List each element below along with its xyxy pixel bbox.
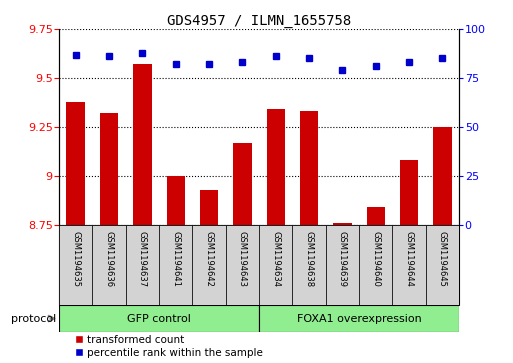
Text: GSM1194645: GSM1194645 [438,232,447,287]
Text: GSM1194643: GSM1194643 [238,232,247,287]
Bar [59,305,259,332]
Bar [433,127,451,225]
Text: GSM1194634: GSM1194634 [271,232,280,287]
Text: GSM1194637: GSM1194637 [138,232,147,287]
Bar [333,223,351,225]
Bar [59,225,92,305]
Bar [233,143,251,225]
Bar [192,225,226,305]
Bar [359,225,392,305]
Bar [259,225,292,305]
Text: GSM1194641: GSM1194641 [171,232,180,287]
Bar [226,225,259,305]
Bar [367,207,385,225]
Title: GDS4957 / ILMN_1655758: GDS4957 / ILMN_1655758 [167,14,351,28]
Bar [400,160,418,225]
Bar [159,225,192,305]
Bar [133,64,151,225]
Bar [300,111,318,225]
Text: protocol: protocol [11,314,56,323]
Bar [392,225,426,305]
Text: GSM1194635: GSM1194635 [71,232,80,287]
Bar [126,225,159,305]
Text: GSM1194640: GSM1194640 [371,232,380,287]
Bar [267,109,285,225]
Legend: transformed count, percentile rank within the sample: transformed count, percentile rank withi… [74,335,263,358]
Text: GSM1194644: GSM1194644 [405,232,413,287]
Text: GSM1194638: GSM1194638 [305,232,313,287]
Text: GSM1194642: GSM1194642 [205,232,213,287]
Bar [326,225,359,305]
Bar [200,190,218,225]
Text: FOXA1 overexpression: FOXA1 overexpression [297,314,422,323]
Bar [292,225,326,305]
Bar [100,113,118,225]
Bar [259,305,459,332]
Text: GSM1194636: GSM1194636 [105,232,113,287]
Bar [67,102,85,225]
Bar [167,176,185,225]
Text: GFP control: GFP control [127,314,191,323]
Bar [92,225,126,305]
Text: GSM1194639: GSM1194639 [338,232,347,287]
Bar [426,225,459,305]
